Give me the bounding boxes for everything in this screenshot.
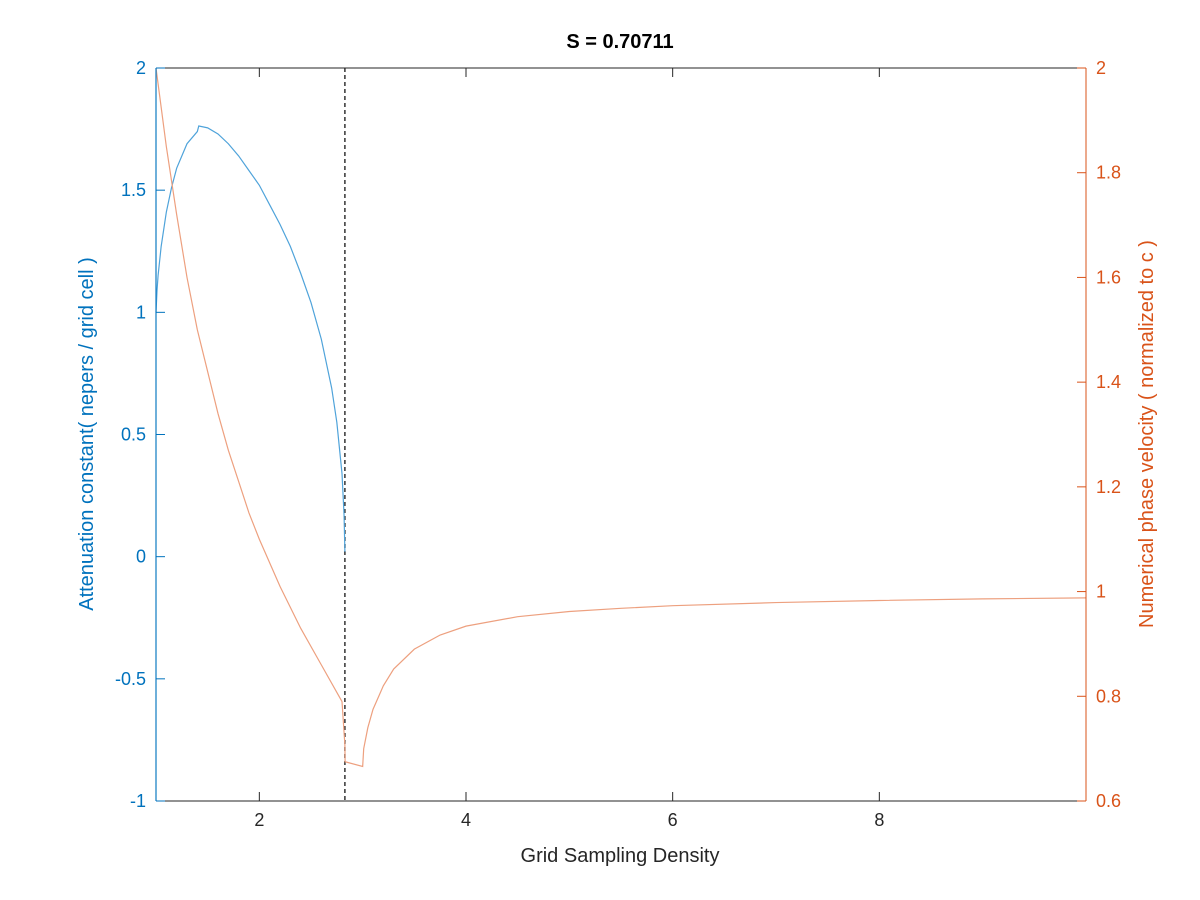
y-left-tick-label: 0 [136, 547, 146, 567]
x-tick-label: 8 [874, 810, 884, 830]
y-right-tick-label: 1 [1096, 582, 1106, 602]
phase-velocity-series-line [155, 67, 1087, 768]
y-right-tick-label: 0.8 [1096, 686, 1121, 706]
y-right-tick-label: 2 [1096, 58, 1106, 78]
y-left-tick-label: 1.5 [121, 180, 146, 200]
x-tick-label: 6 [668, 810, 678, 830]
x-axis-label: Grid Sampling Density [521, 845, 720, 867]
y-left-tick-label: 0.5 [121, 425, 146, 445]
y-right-tick-label: 0.6 [1096, 791, 1121, 811]
y-right-tick-label: 1.2 [1096, 477, 1121, 497]
y-left-tick-label: 2 [136, 58, 146, 78]
plot-frame [156, 68, 1086, 801]
y-right-axis-label: Numerical phase velocity ( normalized to… [1136, 240, 1158, 628]
x-tick-label: 4 [461, 810, 471, 830]
axes-group: 2 4 6 8 -1 -0.5 0 0.5 1 1.5 2 0.6 0.8 1 1.2 1.4 1.6 1.8 2 [115, 58, 1121, 830]
x-tick-label: 2 [254, 810, 264, 830]
y-left-tick-label: -1 [130, 791, 146, 811]
y-left-tick-label: -0.5 [115, 669, 146, 689]
y-left-tick-label: 1 [136, 302, 146, 322]
y-left-axis-label: Attenuation constant( nepers / grid cell… [76, 257, 98, 611]
y-right-tick-label: 1.8 [1096, 163, 1121, 183]
y-right-tick-label: 1.4 [1096, 372, 1121, 392]
attenuation-series-line [155, 125, 346, 552]
plot-area [156, 68, 1086, 801]
y-right-tick-label: 1.6 [1096, 267, 1121, 287]
chart-title: S = 0.70711 [566, 31, 673, 53]
